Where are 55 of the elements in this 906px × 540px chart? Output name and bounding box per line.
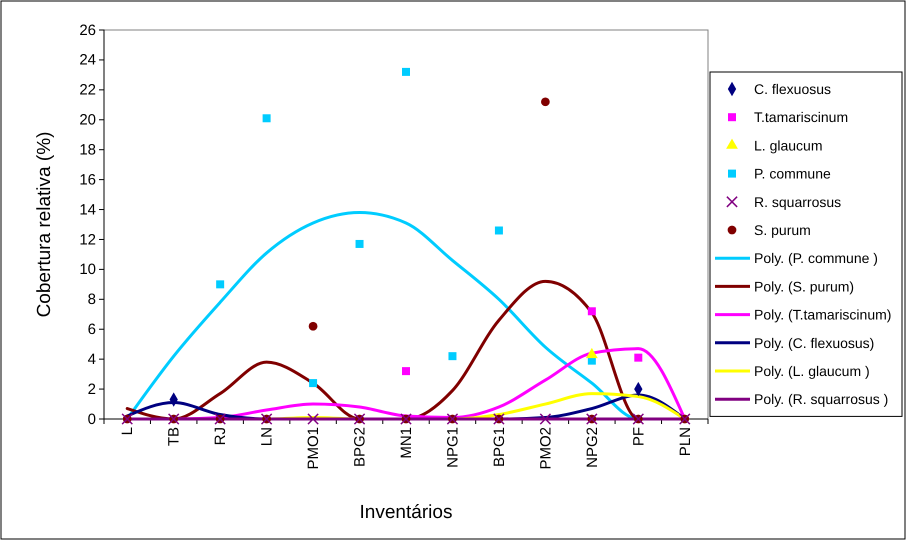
- legend-label: Poly. (L. glaucum ): [754, 363, 870, 379]
- point: [262, 114, 271, 122]
- legend-label: L. glaucum: [754, 137, 822, 154]
- point: [541, 97, 550, 106]
- point: [356, 240, 364, 248]
- y-tick-label: 18: [79, 141, 96, 158]
- legend-label: T.tamariscinum: [754, 109, 848, 126]
- x-tick-label: NPG2: [584, 427, 601, 468]
- point: [402, 68, 410, 76]
- x-tick-label: PMO1: [305, 427, 322, 470]
- y-tick-label: 8: [88, 291, 96, 308]
- point: [634, 354, 642, 362]
- legend-label: Poly. (R. squarrosus ): [754, 391, 888, 408]
- x-tick-label: L: [119, 427, 136, 436]
- y-tick-label: 20: [79, 112, 96, 129]
- legend-label: Poly. (P. commune ): [754, 250, 878, 266]
- point: [216, 280, 224, 288]
- y-tick-label: 0: [88, 410, 96, 428]
- y-tick-label: 22: [79, 82, 96, 99]
- legend-label: R. squarrosus: [754, 194, 842, 210]
- x-tick-label: NPG1: [444, 427, 462, 468]
- x-tick-label: BPG1: [490, 427, 508, 468]
- legend-label: Poly. (C. flexuosus): [754, 334, 874, 351]
- y-tick-label: 24: [79, 52, 96, 69]
- y-tick-label: 26: [79, 22, 96, 39]
- point: [540, 413, 552, 425]
- x-tick-label: PMO2: [537, 427, 554, 470]
- x-tick-label: TB: [166, 427, 183, 446]
- point: [308, 322, 318, 331]
- legend-label: C. flexuosus: [754, 81, 832, 97]
- x-tick-label: BPG2: [352, 427, 369, 468]
- x-tick-label: MN1: [398, 427, 415, 459]
- point: [309, 379, 318, 388]
- y-tick-label: 12: [79, 231, 96, 248]
- y-axis-title: Cobertura relativa (%): [34, 132, 55, 318]
- y-tick-label: 2: [88, 380, 96, 398]
- y-tick-label: 14: [79, 201, 96, 218]
- legend-label: S. purum: [754, 222, 811, 238]
- point: [402, 367, 410, 376]
- y-tick-label: 16: [79, 171, 96, 188]
- x-tick-label: PF: [630, 427, 648, 446]
- x-axis-title: Inventários: [360, 502, 452, 523]
- x-tick-label: LN: [258, 427, 276, 446]
- legend-label: Poly. (T.tamariscinum): [754, 306, 892, 323]
- y-tick-label: 4: [88, 350, 96, 368]
- x-tick-label: PLN: [676, 427, 694, 456]
- y-tick-label: 10: [79, 261, 96, 278]
- point: [588, 307, 596, 316]
- y-tick-label: 6: [88, 321, 96, 338]
- legend-label: Poly. (S. purum): [754, 278, 854, 294]
- point: [307, 413, 319, 425]
- point: [448, 352, 456, 360]
- legend-label: P. commune: [754, 166, 831, 182]
- x-tick-label: RJ: [212, 427, 230, 446]
- point: [494, 226, 503, 234]
